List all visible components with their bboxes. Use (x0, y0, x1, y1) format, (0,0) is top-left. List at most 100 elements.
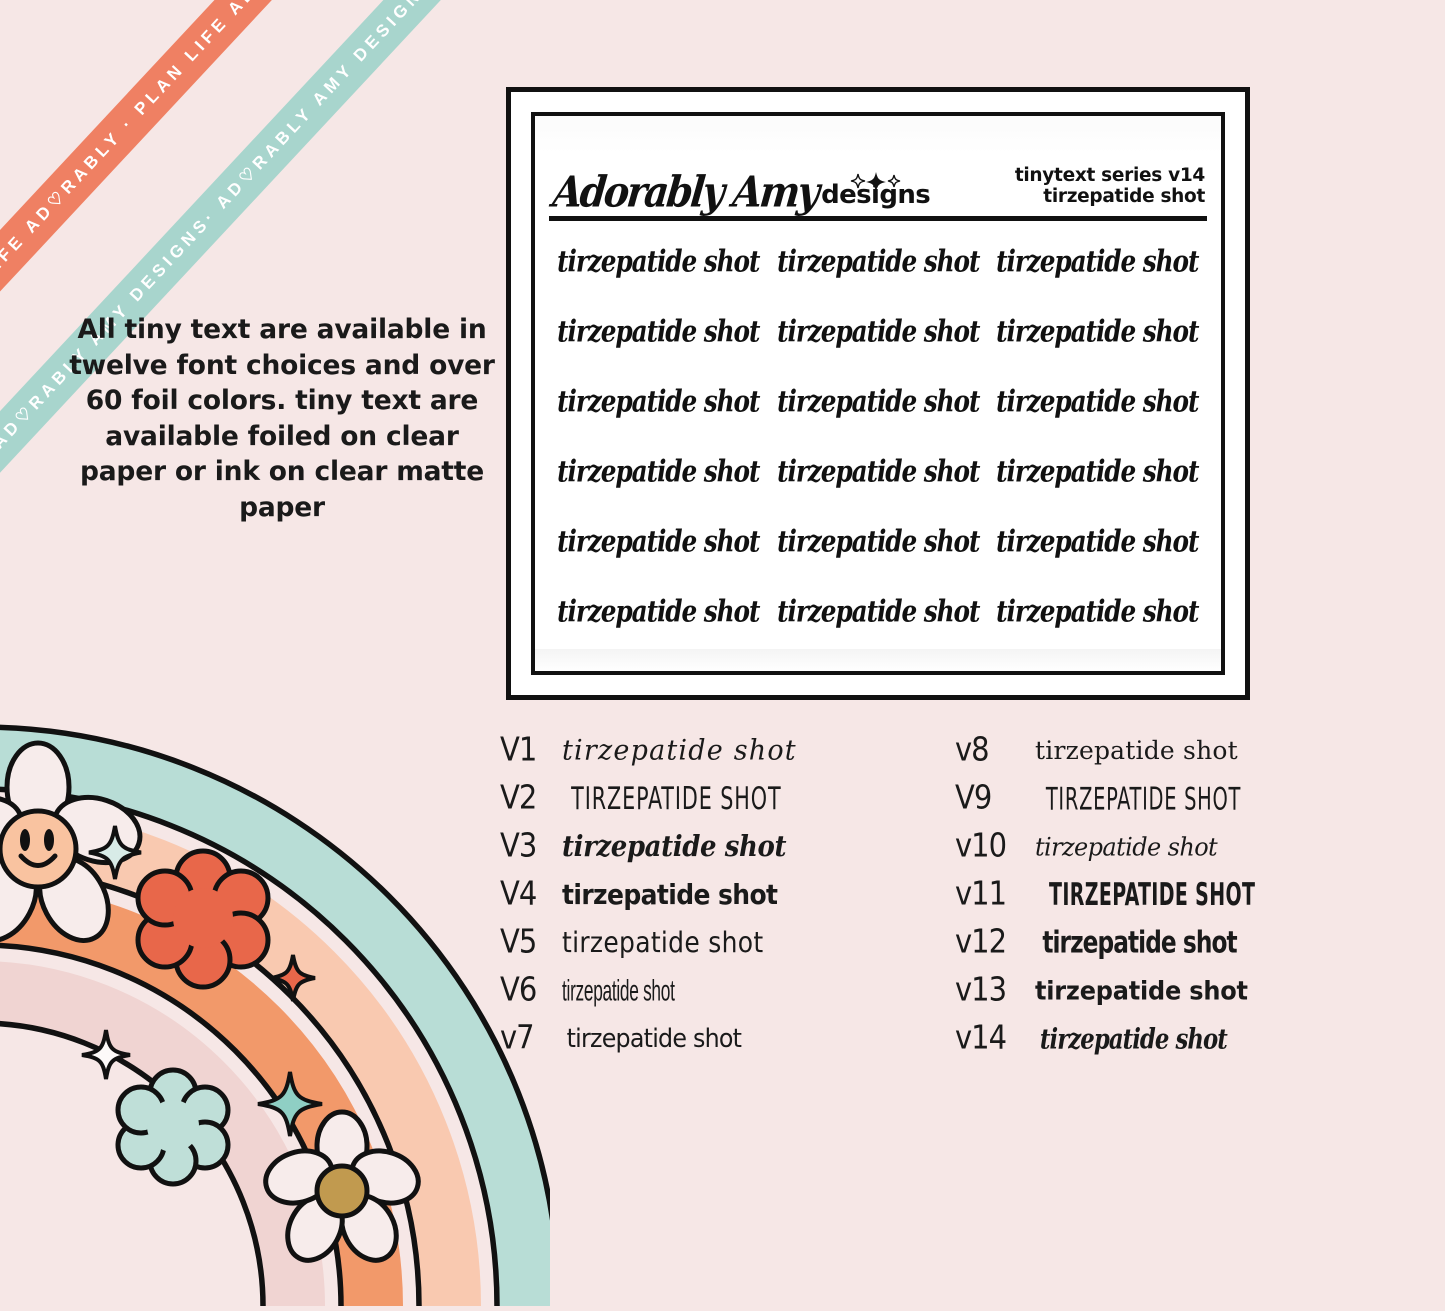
sticker-cell[interactable]: tirzepatide shot (768, 577, 987, 647)
description-text: All tiny text are available in twelve fo… (69, 314, 495, 523)
sticker-sheet: Adorably Amy designs tinytext series v14… (506, 87, 1250, 700)
variant-sample: tirzepatide shot (1035, 735, 1238, 766)
brand-logo: Adorably Amy designs (551, 166, 931, 216)
font-variant-row-v6[interactable]: V6 tirzepatide shot (500, 969, 945, 1020)
sticker-label: tirzepatide shot (996, 454, 1199, 490)
font-variant-row-v7[interactable]: v7 tirzepatide shot (500, 1017, 945, 1068)
sticker-label: tirzepatide shot (776, 454, 980, 490)
variant-key: v11 (955, 873, 1007, 913)
sticker-label: tirzepatide shot (557, 594, 761, 630)
header-divider (549, 216, 1207, 221)
sticker-cell[interactable]: tirzepatide shot (549, 437, 768, 507)
variant-key: v8 (955, 729, 990, 769)
variant-key: v13 (955, 969, 1007, 1009)
sticker-label: tirzepatide shot (996, 314, 1199, 350)
sticker-cell[interactable]: tirzepatide shot (988, 297, 1207, 367)
smiley-daisy-flower (0, 740, 143, 943)
sticker-label: tirzepatide shot (557, 524, 761, 560)
sticker-cell[interactable]: tirzepatide shot (768, 367, 987, 437)
sticker-label: tirzepatide shot (776, 314, 980, 350)
font-variant-lists: V1 tirzepatide shot V2 tirzepatide shot … (500, 729, 1400, 1068)
sticker-label: tirzepatide shot (776, 594, 980, 630)
variant-sample: tirzepatide shot (1049, 877, 1256, 913)
font-variant-row-v8[interactable]: v8 tirzepatide shot (955, 729, 1400, 780)
sticker-cell[interactable]: tirzepatide shot (988, 227, 1207, 297)
variant-key: v7 (500, 1017, 535, 1057)
sticker-label: tirzepatide shot (996, 594, 1199, 630)
variant-sample: tirzepatide shot (566, 1023, 742, 1054)
sticker-cell[interactable]: tirzepatide shot (549, 297, 768, 367)
variant-key: V6 (500, 969, 537, 1009)
variant-sample: tirzepatide shot (571, 780, 782, 817)
variant-sample: tirzepatide shot (562, 830, 787, 864)
series-label: tinytext series v14 tirzepatide shot (1015, 165, 1205, 212)
variant-key: V4 (500, 873, 537, 913)
sticker-label: tirzepatide shot (776, 524, 980, 560)
variant-key: V1 (500, 729, 537, 769)
sticker-cell[interactable]: tirzepatide shot (768, 437, 987, 507)
sticker-cell[interactable]: tirzepatide shot (988, 367, 1207, 437)
font-variant-row-v3[interactable]: V3 tirzepatide shot (500, 825, 945, 876)
variant-key: v12 (955, 921, 1007, 961)
variant-sample: tirzepatide shot (1042, 925, 1237, 960)
mint-flower (115, 1067, 231, 1187)
variant-sample: tirzepatide shot (1035, 976, 1248, 1006)
series-line-1: tinytext series v14 (1014, 164, 1205, 186)
logo-sparkles-icon (851, 171, 901, 192)
sticker-cell[interactable]: tirzepatide shot (988, 437, 1207, 507)
sticker-grid: tirzepatide shot tirzepatide shot tirzep… (535, 221, 1221, 649)
sparkle-star-icon (81, 1029, 131, 1080)
variant-sample: tirzepatide shot (1045, 780, 1242, 818)
font-variant-column-left: V1 tirzepatide shot V2 tirzepatide shot … (500, 729, 945, 1068)
sticker-label: tirzepatide shot (776, 244, 980, 280)
sticker-sheet-inner-frame: Adorably Amy designs tinytext series v14… (531, 112, 1225, 675)
font-variant-row-v9[interactable]: V9 tirzepatide shot (955, 777, 1400, 828)
gold-center-daisy-flower (263, 1109, 421, 1263)
font-variant-row-v11[interactable]: v11 tirzepatide shot (955, 873, 1400, 924)
variant-sample: tirzepatide shot (562, 878, 778, 911)
font-variant-row-v2[interactable]: V2 tirzepatide shot (500, 777, 945, 828)
sheet-bottom-padding (535, 649, 1221, 671)
variant-key: v14 (955, 1017, 1007, 1057)
sticker-cell[interactable]: tirzepatide shot (768, 297, 987, 367)
font-variant-row-v14[interactable]: v14 tirzepatide shot (955, 1017, 1400, 1068)
sticker-label: tirzepatide shot (996, 244, 1199, 280)
sticker-cell[interactable]: tirzepatide shot (988, 577, 1207, 647)
sticker-label: tirzepatide shot (557, 244, 761, 280)
sticker-label: tirzepatide shot (557, 314, 761, 350)
font-variant-row-v5[interactable]: V5 tirzepatide shot (500, 921, 945, 972)
font-variant-row-v4[interactable]: V4 tirzepatide shot (500, 873, 945, 924)
brand-logo-script: Adorably Amy (550, 165, 820, 217)
sheet-header: Adorably Amy designs tinytext series v14… (535, 154, 1221, 217)
sticker-cell[interactable]: tirzepatide shot (549, 507, 768, 577)
sparkle-star-icon (257, 1071, 323, 1137)
sparkle-star-icon (88, 825, 142, 880)
series-line-2: tirzepatide shot (1043, 186, 1205, 208)
sticker-label: tirzepatide shot (996, 384, 1199, 420)
sticker-cell[interactable]: tirzepatide shot (549, 367, 768, 437)
sticker-cell[interactable]: tirzepatide shot (549, 577, 768, 647)
font-variant-column-right: v8 tirzepatide shot V9 tirzepatide shot … (945, 729, 1400, 1068)
coral-flower (135, 848, 271, 990)
sticker-label: tirzepatide shot (996, 524, 1199, 560)
font-variant-row-v10[interactable]: v10 tirzepatide shot (955, 825, 1400, 876)
sheet-top-padding (535, 116, 1221, 154)
sticker-label: tirzepatide shot (776, 384, 980, 420)
variant-sample: tirzepatide shot (1035, 832, 1218, 862)
font-variant-row-v13[interactable]: v13 tirzepatide shot (955, 969, 1400, 1020)
sticker-cell[interactable]: tirzepatide shot (549, 227, 768, 297)
sticker-label: tirzepatide shot (557, 384, 761, 420)
rainbow-svg (0, 724, 562, 1307)
sticker-cell[interactable]: tirzepatide shot (768, 507, 987, 577)
sticker-cell[interactable]: tirzepatide shot (768, 227, 987, 297)
sticker-label: tirzepatide shot (557, 454, 761, 490)
variant-key: V3 (500, 825, 537, 865)
font-variant-row-v1[interactable]: V1 tirzepatide shot (500, 729, 945, 780)
font-variant-row-v12[interactable]: v12 tirzepatide shot (955, 921, 1400, 972)
sticker-cell[interactable]: tirzepatide shot (988, 507, 1207, 577)
variant-key: V5 (500, 921, 537, 961)
variant-sample: tirzepatide shot (1039, 1021, 1228, 1056)
variant-key: V9 (955, 777, 992, 817)
variant-sample: tirzepatide shot (562, 974, 675, 1008)
variant-sample: tirzepatide shot (562, 734, 797, 767)
